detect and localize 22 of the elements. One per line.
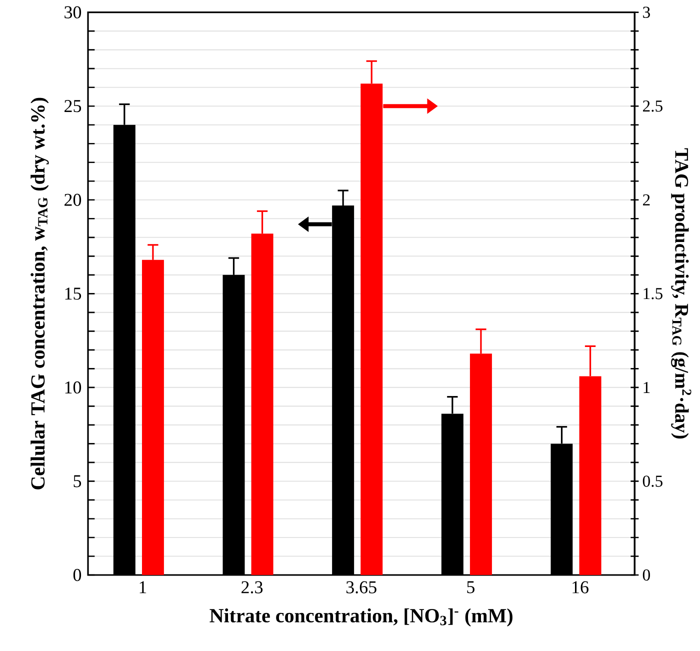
y-tick-label: 20 [64, 194, 82, 206]
x-tick-label: 3.65 [346, 581, 376, 594]
y2-tick-label: 1 [644, 382, 650, 393]
y-tick-label: 10 [65, 381, 82, 394]
x-tick-label: 2.3 [242, 581, 263, 594]
x-tick-label: 16 [572, 581, 588, 594]
y2-axis-title: TAG productivity, R$_{TAG}$ (g/m$^{2}$·day) [671, 148, 692, 438]
y-tick-label: 25 [64, 100, 82, 112]
y-tick-label: 30 [64, 6, 82, 18]
x-tick-label: 5 [467, 581, 474, 594]
y2-tick-label: 3 [643, 6, 650, 18]
x-tick-label: 1 [140, 581, 146, 594]
y2-tick-label: 0 [642, 569, 650, 581]
y-tick-label: 15 [65, 288, 82, 300]
y2-tick-label: 2 [643, 194, 650, 206]
y-tick-label: 5 [74, 475, 82, 488]
y-axis-title: Cellular TAG concentration, w$_{TAG}$ (dry wt.%) [30, 98, 49, 490]
y2-tick-label: 2.5 [643, 100, 662, 112]
y2-tick-label: 0.5 [642, 476, 662, 487]
y2-tick-label: 1.5 [644, 288, 662, 300]
x-axis-title: Nitrate concentration, [NO$_{3}$]$^{-}$ (mM) [210, 608, 512, 627]
y-tick-label: 0 [73, 568, 82, 582]
